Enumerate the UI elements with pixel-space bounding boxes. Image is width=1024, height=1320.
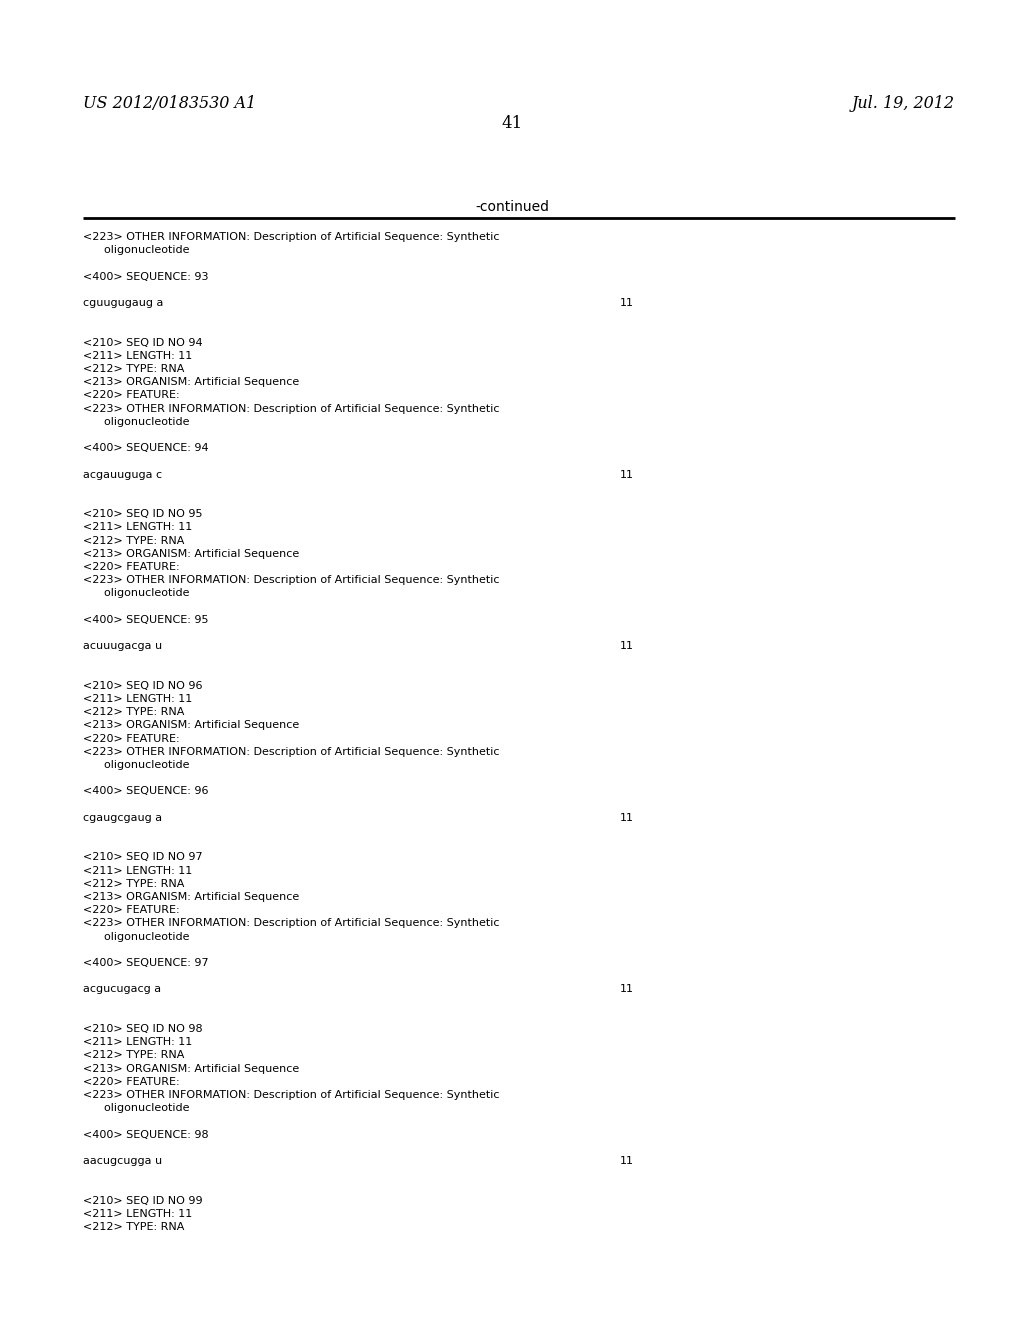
Text: <212> TYPE: RNA: <212> TYPE: RNA <box>83 1051 184 1060</box>
Text: <211> LENGTH: 11: <211> LENGTH: 11 <box>83 523 193 532</box>
Text: <213> ORGANISM: Artificial Sequence: <213> ORGANISM: Artificial Sequence <box>83 549 299 558</box>
Text: oligonucleotide: oligonucleotide <box>83 246 189 255</box>
Text: <223> OTHER INFORMATION: Description of Artificial Sequence: Synthetic: <223> OTHER INFORMATION: Description of … <box>83 576 500 585</box>
Text: 11: 11 <box>620 985 634 994</box>
Text: <212> TYPE: RNA: <212> TYPE: RNA <box>83 879 184 888</box>
Text: Jul. 19, 2012: Jul. 19, 2012 <box>852 95 955 112</box>
Text: <211> LENGTH: 11: <211> LENGTH: 11 <box>83 866 193 875</box>
Text: <212> TYPE: RNA: <212> TYPE: RNA <box>83 708 184 717</box>
Text: <212> TYPE: RNA: <212> TYPE: RNA <box>83 536 184 545</box>
Text: acgucugacg a: acgucugacg a <box>83 985 161 994</box>
Text: US 2012/0183530 A1: US 2012/0183530 A1 <box>83 95 256 112</box>
Text: 11: 11 <box>620 298 634 308</box>
Text: <220> FEATURE:: <220> FEATURE: <box>83 562 179 572</box>
Text: <223> OTHER INFORMATION: Description of Artificial Sequence: Synthetic: <223> OTHER INFORMATION: Description of … <box>83 404 500 413</box>
Text: <400> SEQUENCE: 96: <400> SEQUENCE: 96 <box>83 787 209 796</box>
Text: <212> TYPE: RNA: <212> TYPE: RNA <box>83 1222 184 1232</box>
Text: cgaugcgaug a: cgaugcgaug a <box>83 813 162 822</box>
Text: oligonucleotide: oligonucleotide <box>83 760 189 770</box>
Text: 41: 41 <box>502 115 522 132</box>
Text: <220> FEATURE:: <220> FEATURE: <box>83 391 179 400</box>
Text: <210> SEQ ID NO 94: <210> SEQ ID NO 94 <box>83 338 203 347</box>
Text: <223> OTHER INFORMATION: Description of Artificial Sequence: Synthetic: <223> OTHER INFORMATION: Description of … <box>83 1090 500 1100</box>
Text: -continued: -continued <box>475 201 549 214</box>
Text: <223> OTHER INFORMATION: Description of Artificial Sequence: Synthetic: <223> OTHER INFORMATION: Description of … <box>83 747 500 756</box>
Text: oligonucleotide: oligonucleotide <box>83 932 189 941</box>
Text: <210> SEQ ID NO 99: <210> SEQ ID NO 99 <box>83 1196 203 1205</box>
Text: <400> SEQUENCE: 98: <400> SEQUENCE: 98 <box>83 1130 209 1139</box>
Text: <213> ORGANISM: Artificial Sequence: <213> ORGANISM: Artificial Sequence <box>83 1064 299 1073</box>
Text: <211> LENGTH: 11: <211> LENGTH: 11 <box>83 1209 193 1218</box>
Text: <210> SEQ ID NO 96: <210> SEQ ID NO 96 <box>83 681 203 690</box>
Text: 11: 11 <box>620 813 634 822</box>
Text: <220> FEATURE:: <220> FEATURE: <box>83 1077 179 1086</box>
Text: 11: 11 <box>620 642 634 651</box>
Text: <223> OTHER INFORMATION: Description of Artificial Sequence: Synthetic: <223> OTHER INFORMATION: Description of … <box>83 232 500 242</box>
Text: <212> TYPE: RNA: <212> TYPE: RNA <box>83 364 184 374</box>
Text: <211> LENGTH: 11: <211> LENGTH: 11 <box>83 351 193 360</box>
Text: <213> ORGANISM: Artificial Sequence: <213> ORGANISM: Artificial Sequence <box>83 892 299 902</box>
Text: acuuugacga u: acuuugacga u <box>83 642 162 651</box>
Text: <400> SEQUENCE: 95: <400> SEQUENCE: 95 <box>83 615 209 624</box>
Text: 11: 11 <box>620 470 634 479</box>
Text: <210> SEQ ID NO 98: <210> SEQ ID NO 98 <box>83 1024 203 1034</box>
Text: <211> LENGTH: 11: <211> LENGTH: 11 <box>83 1038 193 1047</box>
Text: <223> OTHER INFORMATION: Description of Artificial Sequence: Synthetic: <223> OTHER INFORMATION: Description of … <box>83 919 500 928</box>
Text: <400> SEQUENCE: 93: <400> SEQUENCE: 93 <box>83 272 209 281</box>
Text: aacugcugga u: aacugcugga u <box>83 1156 162 1166</box>
Text: <220> FEATURE:: <220> FEATURE: <box>83 734 179 743</box>
Text: <210> SEQ ID NO 97: <210> SEQ ID NO 97 <box>83 853 203 862</box>
Text: oligonucleotide: oligonucleotide <box>83 1104 189 1113</box>
Text: <400> SEQUENCE: 97: <400> SEQUENCE: 97 <box>83 958 209 968</box>
Text: <210> SEQ ID NO 95: <210> SEQ ID NO 95 <box>83 510 203 519</box>
Text: <400> SEQUENCE: 94: <400> SEQUENCE: 94 <box>83 444 209 453</box>
Text: <211> LENGTH: 11: <211> LENGTH: 11 <box>83 694 193 704</box>
Text: 11: 11 <box>620 1156 634 1166</box>
Text: acgauuguga c: acgauuguga c <box>83 470 162 479</box>
Text: <220> FEATURE:: <220> FEATURE: <box>83 906 179 915</box>
Text: oligonucleotide: oligonucleotide <box>83 417 189 426</box>
Text: <213> ORGANISM: Artificial Sequence: <213> ORGANISM: Artificial Sequence <box>83 378 299 387</box>
Text: <213> ORGANISM: Artificial Sequence: <213> ORGANISM: Artificial Sequence <box>83 721 299 730</box>
Text: oligonucleotide: oligonucleotide <box>83 589 189 598</box>
Text: cguugugaug a: cguugugaug a <box>83 298 164 308</box>
